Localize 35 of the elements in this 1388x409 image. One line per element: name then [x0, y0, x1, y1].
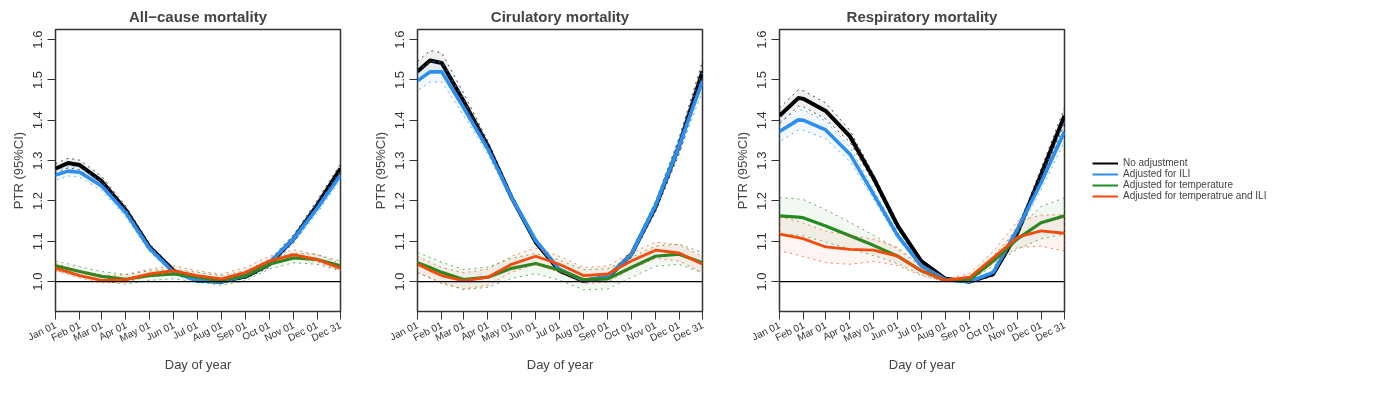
y-tick-label: 1.6	[30, 30, 46, 49]
y-tick-label: 1.3	[30, 151, 46, 170]
y-tick-label: 1.0	[30, 272, 46, 291]
y-axis-title: PTR (95%CI)	[10, 131, 26, 210]
y-axis-title: PTR (95%CI)	[734, 131, 750, 210]
y-tick-label: 1.5	[30, 70, 46, 89]
y-tick-label: 1.2	[754, 191, 770, 210]
y-tick-label: 1.3	[392, 151, 408, 170]
y-tick-label: 1.6	[392, 30, 408, 49]
y-axis-title: PTR (95%CI)	[372, 131, 388, 210]
y-tick-label: 1.6	[754, 30, 770, 49]
y-tick-label: 1.1	[30, 232, 46, 251]
y-tick-label: 1.1	[392, 232, 408, 251]
y-tick-label: 1.4	[754, 111, 770, 130]
y-tick-label: 1.2	[30, 191, 46, 210]
y-tick-label: 1.1	[754, 232, 770, 251]
x-axis-title: Day of year	[526, 356, 594, 372]
line-series	[779, 229, 1065, 282]
chart-title: Respiratory mortality	[846, 7, 999, 25]
y-tick-label: 1.4	[30, 111, 46, 130]
legend-label: No adjustment	[1123, 157, 1188, 168]
y-tick-label: 1.5	[754, 70, 770, 89]
chart-title: All−cause mortality	[129, 7, 268, 25]
y-tick-label: 1.0	[754, 272, 770, 291]
legend-label: Adjusted for temperatrue and ILI	[1123, 190, 1267, 201]
y-tick-label: 1.0	[392, 272, 408, 291]
y-tick-label: 1.2	[392, 191, 408, 210]
y-tick-label: 1.4	[392, 111, 408, 130]
y-tick-label: 1.3	[754, 151, 770, 170]
y-tick-label: 1.5	[392, 70, 408, 89]
x-axis-title: Day of year	[888, 356, 956, 372]
legend-label: Adjusted for ILI	[1123, 168, 1191, 179]
chart-title: Cirulatory mortality	[490, 7, 630, 25]
x-axis-title: Day of year	[164, 356, 232, 372]
legend-label: Adjusted for temperature	[1123, 179, 1234, 190]
